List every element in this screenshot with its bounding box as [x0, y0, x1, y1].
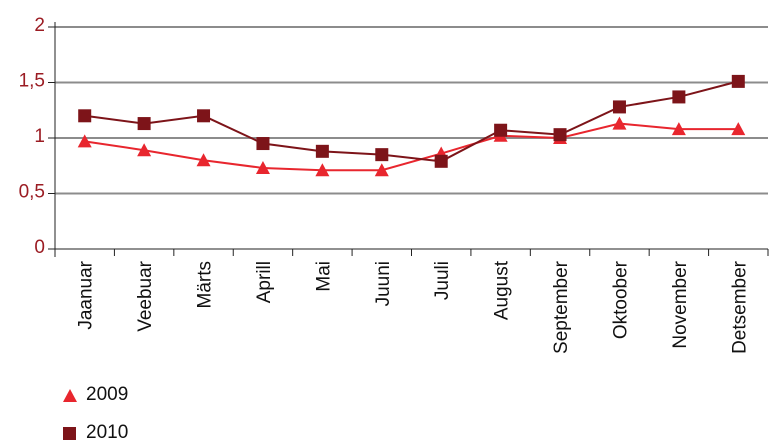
- data-point-2010: [375, 148, 389, 162]
- x-tick-label: Veebuar: [135, 260, 156, 331]
- x-tick-labels: Jaanuar Veebuar Märts Aprill Mai Juuni Juuli Au…: [76, 260, 751, 354]
- x-tick-label: Juuni: [373, 261, 394, 306]
- data-point-2010: [731, 74, 745, 88]
- y-tick-label: 2: [34, 15, 45, 36]
- data-point-2009: [137, 143, 152, 157]
- square-marker-icon: [63, 427, 76, 440]
- data-point-2009: [196, 153, 211, 167]
- legend-label-2010: 2010: [86, 422, 129, 443]
- legend-item-2010: 2010: [62, 422, 128, 444]
- data-point-2009: [77, 134, 92, 148]
- x-tick-label: Mai: [313, 261, 334, 292]
- data-point-2010: [137, 117, 151, 131]
- legend-label-2009: 2009: [86, 384, 129, 405]
- x-tick-label: September: [551, 260, 572, 354]
- y-tick-label: 0: [34, 237, 45, 258]
- data-point-2010: [553, 128, 567, 142]
- data-point-2009: [255, 160, 270, 174]
- data-point-2009: [671, 122, 686, 136]
- data-point-2009: [374, 163, 389, 177]
- triangle-marker-icon: [63, 389, 77, 402]
- data-point-2010: [672, 90, 686, 104]
- series-line-2009: [84, 122, 739, 172]
- y-tick-labels: 0 0,5 1 1,5 2: [19, 15, 45, 258]
- x-tick-label: November: [670, 260, 691, 348]
- x-tick-label: Aprill: [254, 261, 275, 303]
- data-point-2010: [256, 137, 270, 151]
- series-markers: [77, 74, 746, 177]
- data-point-2010: [612, 100, 626, 114]
- x-tick-label: August: [492, 260, 513, 320]
- data-point-2010: [494, 123, 508, 137]
- axes: [48, 22, 769, 257]
- x-tick-label: Detsember: [729, 260, 750, 354]
- x-tick-label: Jaanuar: [76, 260, 97, 329]
- gridlines: [55, 26, 768, 195]
- y-tick-label: 1,5: [19, 71, 45, 92]
- data-point-2009: [315, 163, 330, 177]
- x-tick-label: Märts: [195, 261, 216, 309]
- x-tick-label: Juuli: [432, 261, 453, 300]
- data-point-2010: [78, 109, 92, 123]
- legend-item-2009: 2009: [62, 384, 128, 406]
- series-line-2010: [84, 80, 739, 163]
- y-tick-label: 0,5: [19, 182, 45, 203]
- y-tick-label: 1: [34, 126, 45, 147]
- data-point-2009: [731, 122, 746, 136]
- x-tick-label: Oktoober: [610, 260, 631, 339]
- data-point-2009: [612, 116, 627, 130]
- data-point-2010: [315, 144, 329, 158]
- data-point-2010: [434, 154, 448, 168]
- series-lines: [84, 80, 739, 172]
- data-point-2010: [197, 109, 211, 123]
